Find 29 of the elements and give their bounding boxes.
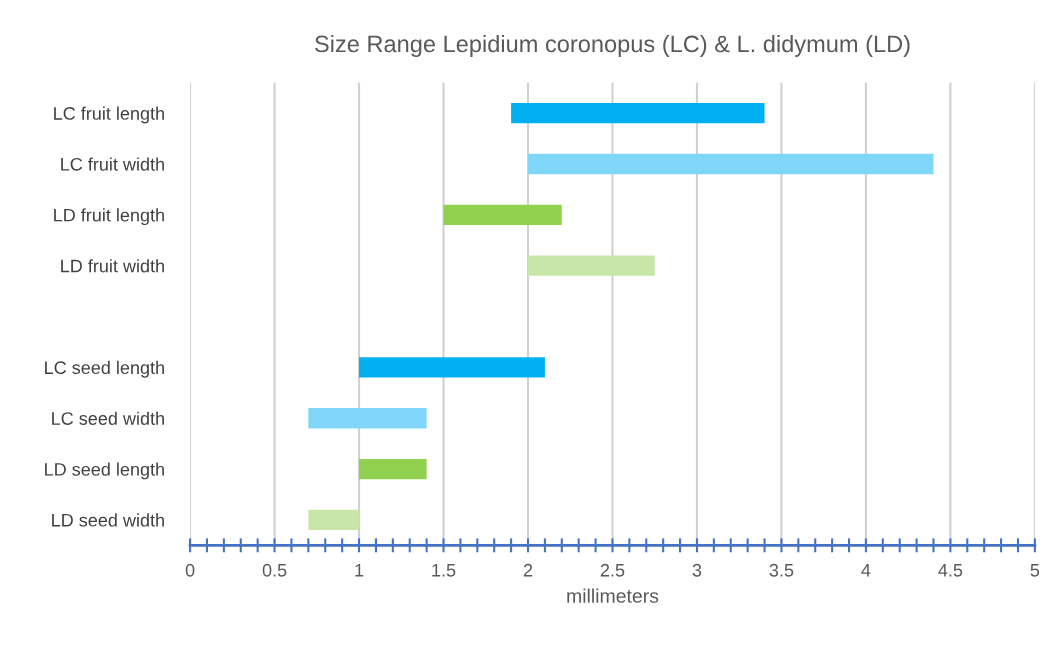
y-tick-label: LD seed width xyxy=(52,513,164,527)
y-tick-label: LD fruit width xyxy=(61,259,164,273)
x-tick-label: 1.5 xyxy=(432,564,456,577)
y-tick-label: LC fruit length xyxy=(54,106,164,124)
x-tick-label: 0 xyxy=(185,563,195,577)
bar xyxy=(359,357,545,378)
bar xyxy=(359,458,427,480)
y-tick-label: LD seed length xyxy=(45,462,164,480)
bar xyxy=(528,153,934,175)
y-tick-label: LC fruit width xyxy=(61,157,164,171)
x-tick-label: 0.5 xyxy=(262,563,287,577)
bar xyxy=(511,102,765,124)
x-tick-label: 3 xyxy=(692,563,702,577)
x-tick-label: 4.5 xyxy=(938,564,963,577)
y-tick-label: LD fruit length xyxy=(54,208,164,226)
bar xyxy=(308,408,427,429)
x-tick-label: 4 xyxy=(861,564,871,577)
y-tick-label: LC seed width xyxy=(52,411,164,425)
x-tick-label: 2.5 xyxy=(600,563,625,577)
y-tick-label: LC seed length xyxy=(45,360,164,378)
chart-title: Size Range Lepidium coronopus (LC) & L. didymum (LD) xyxy=(315,34,910,57)
x-axis-title: millimeters xyxy=(567,588,659,603)
bar xyxy=(308,509,360,531)
x-tick-label: 5 xyxy=(1030,564,1040,577)
bar xyxy=(528,255,655,276)
bar xyxy=(443,204,562,225)
x-tick-label: 3.5 xyxy=(769,563,794,577)
x-tick-label: 1 xyxy=(355,564,364,577)
x-tick-label: 2 xyxy=(523,563,533,577)
